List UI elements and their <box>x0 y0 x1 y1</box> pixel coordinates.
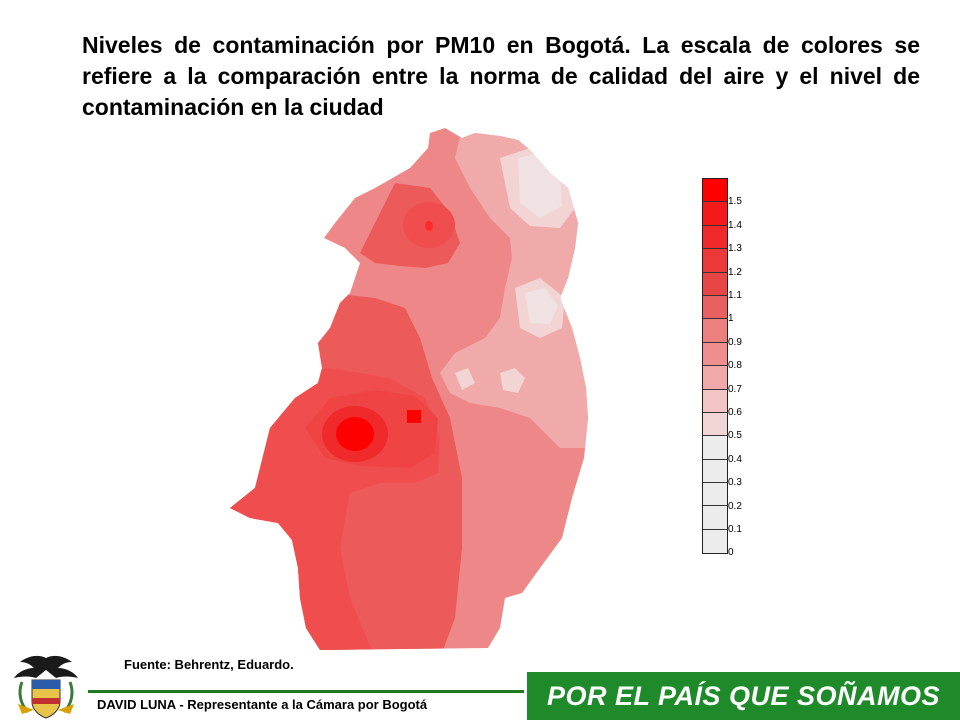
legend-swatch <box>703 412 727 437</box>
legend-tick-label: 0.2 <box>728 500 742 512</box>
slogan-banner: POR EL PAÍS QUE SOÑAMOS <box>527 672 960 720</box>
legend-tick-label: 1.3 <box>728 243 742 255</box>
legend-swatch <box>703 436 727 460</box>
legend-tick-label: 0 <box>728 547 734 559</box>
legend-tick-label: 0.4 <box>728 453 742 465</box>
color-scale-legend <box>702 178 728 555</box>
legend-tick-label: 0.5 <box>728 430 742 442</box>
legend-tick-label: 0.1 <box>728 524 742 535</box>
footer-divider <box>88 690 524 693</box>
legend-tick-label: 0.8 <box>728 360 742 372</box>
legend-swatch <box>703 249 727 273</box>
slogan-text: POR EL PAÍS QUE SOÑAMOS <box>546 681 941 711</box>
legend-tick-label: 1.5 <box>728 196 742 208</box>
pm10-contour-map <box>230 128 588 650</box>
legend-tick-label: 0.3 <box>728 477 742 489</box>
level-lowest-area <box>518 153 562 324</box>
legend-swatch <box>703 295 727 320</box>
central-hotspot-peak <box>336 417 374 451</box>
legend-tick-label: 0.9 <box>728 336 742 348</box>
legend-swatch <box>703 483 727 507</box>
legend-tick-label: 1.2 <box>728 266 742 278</box>
legend-swatch <box>703 202 727 226</box>
legend-swatch <box>703 366 727 390</box>
legend-swatch <box>703 389 727 413</box>
legend-swatch <box>703 319 727 343</box>
coat-of-arms-logo <box>14 655 78 719</box>
legend-swatch <box>703 459 727 484</box>
legend-swatch <box>703 179 727 203</box>
legend-swatch <box>703 225 727 250</box>
legend-tick-label: 1.4 <box>728 219 742 231</box>
legend-tick-label: 1 <box>728 313 734 325</box>
north-hotspot-peak <box>425 221 433 231</box>
legend-swatch <box>703 529 727 554</box>
page-title: Niveles de contaminación por PM10 en Bog… <box>82 32 920 120</box>
legend-tick-label: 0.6 <box>728 407 742 418</box>
legend-tick-label: 1.1 <box>728 290 742 301</box>
legend-swatch <box>703 506 727 530</box>
footer-representative-text: DAVID LUNA - Representante a la Cámara p… <box>97 697 428 712</box>
legend-tick-label: 0.7 <box>728 383 742 395</box>
legend-swatch <box>703 272 727 296</box>
legend-swatch <box>703 342 727 367</box>
central-hotspot-small-peak <box>407 410 421 423</box>
source-citation: Fuente: Behrentz, Eduardo. <box>124 657 294 672</box>
